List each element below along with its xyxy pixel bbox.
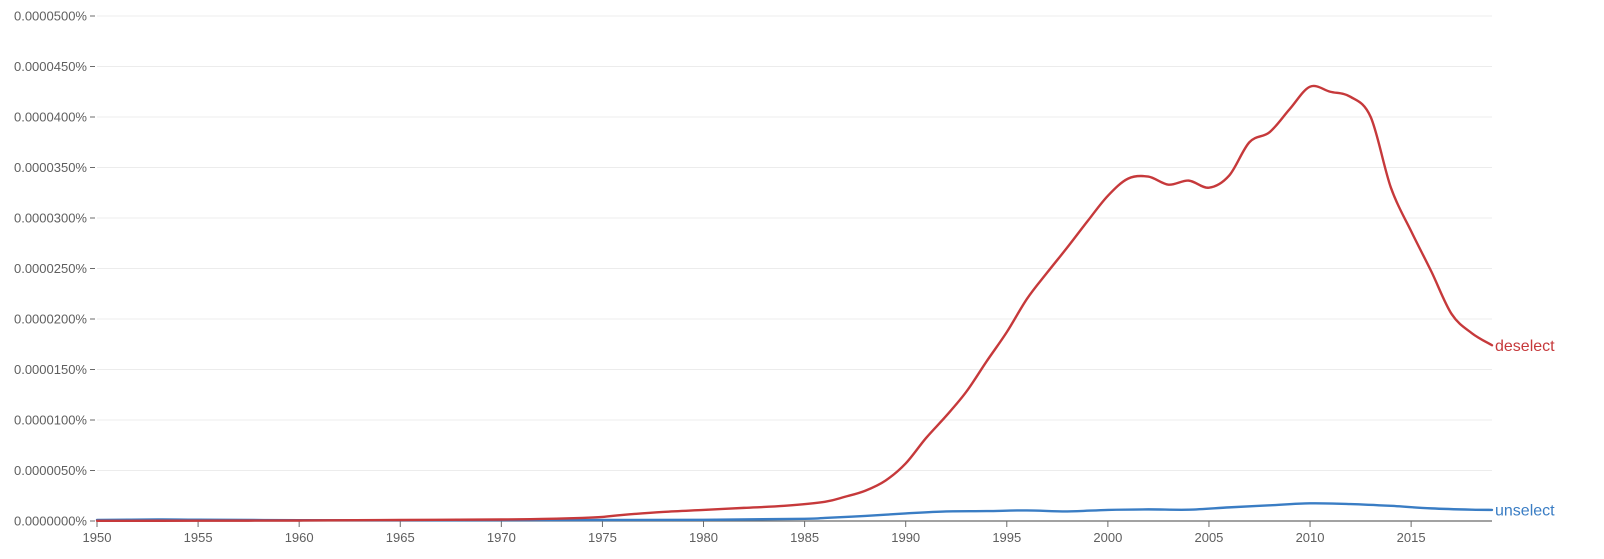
- y-tick-label: 0.0000200%: [14, 312, 87, 327]
- x-tick-label: 1980: [689, 530, 718, 545]
- y-tick-label: 0.0000450%: [14, 59, 87, 74]
- x-tick-label: 2010: [1296, 530, 1325, 545]
- series-label-unselect[interactable]: unselect: [1495, 502, 1555, 519]
- y-tick-label: 0.0000100%: [14, 413, 87, 428]
- x-tick-label: 1985: [790, 530, 819, 545]
- axis-layer: 0.0000000% 0.0000050% 0.0000100% 0.0000150%…: [14, 9, 1492, 545]
- x-tick-label: 1970: [487, 530, 516, 545]
- y-tick-label: 0.0000500%: [14, 9, 87, 24]
- y-tick-label: 0.0000150%: [14, 362, 87, 377]
- x-tick-label: 1990: [891, 530, 920, 545]
- grid-layer: [97, 15, 1492, 471]
- y-tick-label: 0.0000000%: [14, 514, 87, 529]
- x-tick-label: 2005: [1194, 530, 1223, 545]
- y-tick-label: 0.0000300%: [14, 211, 87, 226]
- y-tick-label: 0.0000050%: [14, 463, 87, 478]
- series-label-deselect[interactable]: deselect: [1495, 338, 1555, 355]
- y-tick-label: 0.0000400%: [14, 110, 87, 125]
- x-tick-label: 1950: [83, 530, 112, 545]
- series-line-deselect[interactable]: [95, 84, 1494, 522]
- x-tick-label: 2015: [1397, 530, 1426, 545]
- series-layer: [95, 84, 1494, 522]
- x-tick-label: 1995: [992, 530, 1021, 545]
- x-tick-label: 1975: [588, 530, 617, 545]
- series-label-layer: deselect unselect: [1495, 338, 1555, 520]
- y-tick-label: 0.0000250%: [14, 261, 87, 276]
- x-tick-label: 2000: [1093, 530, 1122, 545]
- y-tick-label: 0.0000350%: [14, 160, 87, 175]
- x-tick-label: 1960: [285, 530, 314, 545]
- x-tick-label: 1965: [386, 530, 415, 545]
- x-tick-label: 1955: [184, 530, 213, 545]
